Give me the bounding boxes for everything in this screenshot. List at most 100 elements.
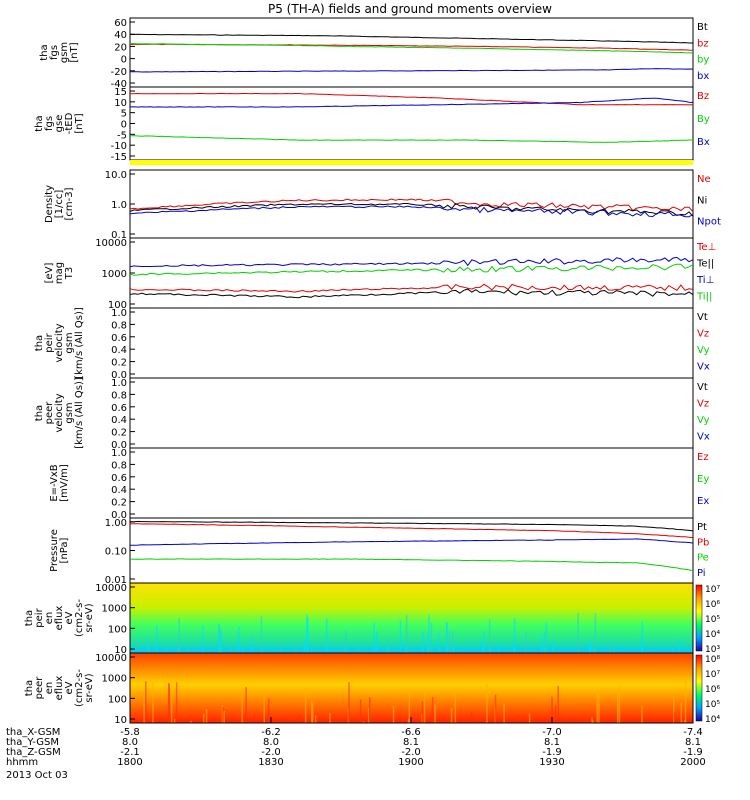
x-axis-value: 2000 bbox=[680, 757, 705, 768]
y-axis-label: tha bbox=[34, 335, 45, 351]
y-axis-label: Density bbox=[44, 185, 55, 223]
spectrogram-streak bbox=[156, 625, 158, 653]
spectrogram-streak bbox=[450, 707, 453, 723]
y-axis-label: en bbox=[44, 682, 55, 695]
spectrogram-streak bbox=[427, 646, 429, 653]
x-axis-value: -6.2 bbox=[261, 727, 281, 738]
colorbar-gradient bbox=[695, 584, 703, 652]
spectrogram-streak bbox=[673, 712, 676, 723]
spectrogram-streak bbox=[178, 618, 180, 653]
series-Te⊥ bbox=[129, 283, 694, 293]
y-tick-label: 10000 bbox=[95, 238, 127, 249]
spectrogram-streak bbox=[243, 714, 245, 723]
y-tick-label: 0.4 bbox=[111, 485, 127, 496]
x-axis-row-label: hhmm bbox=[6, 757, 38, 768]
spectrogram-streak bbox=[311, 703, 314, 723]
y-tick-label: 10000 bbox=[95, 583, 127, 594]
y-axis-label: gsm bbox=[64, 402, 75, 423]
legend-Bt: Bt bbox=[697, 22, 708, 33]
panel-peir_velocity: 1.00.8 0.60.4 0.20.0 tha peir velocity gsm [km/… bbox=[34, 307, 710, 381]
legend-Ez: Ez bbox=[697, 452, 709, 463]
spectrogram-streak bbox=[307, 617, 309, 653]
series-Bt bbox=[129, 33, 693, 44]
x-axis-value: 8.1 bbox=[544, 737, 560, 748]
colorbar-tick-label: 10⁶ bbox=[705, 685, 720, 695]
spectrogram-streak bbox=[596, 689, 598, 723]
spectrogram-streak bbox=[519, 721, 522, 723]
spectrogram-peir_spec bbox=[130, 583, 693, 653]
y-axis-label: -tED bbox=[64, 112, 75, 134]
spectrogram-streak bbox=[421, 701, 424, 723]
y-axis-label: [1/cc] bbox=[54, 190, 65, 219]
spectrogram-streak bbox=[452, 646, 455, 653]
y-tick-label: 0.6 bbox=[111, 403, 127, 414]
colorbar-tick-label: 10⁵ bbox=[705, 615, 720, 625]
spectrogram-streak bbox=[481, 642, 484, 653]
y-tick-label: 20 bbox=[114, 42, 127, 53]
y-tick-label: -20 bbox=[111, 67, 127, 78]
y-axis-label: peir bbox=[34, 607, 45, 627]
spectrogram-streak bbox=[311, 700, 313, 723]
y-tick-label: 1.0 bbox=[111, 308, 127, 319]
legend-Pi: Pi bbox=[697, 568, 706, 579]
y-tick-label: -40 bbox=[111, 79, 127, 90]
y-tick-label: 0.4 bbox=[111, 415, 127, 426]
panel-peer_spec: 10⁸ 10⁷ 10⁶ 10⁵ 10⁴ 10000 1000 100 10 tha peer en ef… bbox=[24, 652, 720, 726]
y-axis-label: sr-eV) bbox=[84, 673, 95, 702]
series-Ti⊥ bbox=[129, 256, 694, 268]
y-axis-label: tha bbox=[24, 680, 35, 696]
y-axis-label: velocity bbox=[54, 393, 65, 432]
legend-By: By bbox=[697, 114, 710, 125]
legend-Te||: Te|| bbox=[696, 259, 714, 270]
spectrogram-streak bbox=[329, 713, 331, 723]
spectrogram-streak bbox=[280, 645, 282, 653]
spectrogram-streak bbox=[589, 642, 592, 653]
y-axis-label: [cm-3] bbox=[64, 187, 75, 220]
spectrogram-streak bbox=[250, 635, 253, 653]
y-axis-label: [eV] bbox=[44, 263, 55, 284]
series-Ne bbox=[129, 198, 694, 213]
spectrogram-streak bbox=[598, 695, 600, 723]
legend-Te⊥: Te⊥ bbox=[696, 242, 716, 253]
legend-Vt: Vt bbox=[697, 312, 708, 323]
spectrogram-streak bbox=[357, 647, 359, 653]
legend-Vx: Vx bbox=[697, 362, 710, 373]
spectrogram-streak bbox=[618, 686, 621, 723]
colorbar-tick-label: 10⁶ bbox=[705, 600, 720, 610]
x-axis-value: -1.9 bbox=[542, 747, 562, 758]
spectrogram-streak bbox=[557, 686, 559, 723]
y-axis-label: (cm2-s- bbox=[74, 599, 85, 637]
y-tick-label: 0.1 bbox=[111, 230, 127, 241]
spectrogram-streak bbox=[148, 641, 151, 653]
y-tick-label: 0.0 bbox=[111, 440, 127, 451]
y-tick-label: 1.0 bbox=[111, 448, 127, 459]
spectrogram-streak bbox=[299, 714, 301, 723]
y-tick-label: 10 bbox=[114, 645, 127, 656]
y-tick-label: 1000 bbox=[102, 604, 127, 615]
x-axis-labels: tha_X-GSM -5.8 -6.2 -6.6 -7.0 -7.4 tha_Y-GSM 8.… bbox=[6, 717, 706, 781]
legend-Ni: Ni bbox=[697, 195, 707, 206]
y-tick-label: 0.2 bbox=[111, 498, 127, 509]
spectrogram-streak bbox=[362, 721, 365, 723]
spectrogram-streak bbox=[498, 644, 500, 653]
y-axis-label: fgs bbox=[49, 45, 60, 60]
y-axis-label: peer bbox=[34, 676, 45, 700]
series-Bx bbox=[129, 97, 694, 108]
spectrogram-streak bbox=[260, 616, 263, 653]
spectrogram-streak bbox=[660, 716, 662, 723]
x-axis-value: 1930 bbox=[539, 757, 564, 768]
colorbar-tick-label: 10³ bbox=[705, 645, 720, 655]
spectrogram-streak bbox=[434, 704, 436, 723]
colorbar-gradient bbox=[695, 654, 703, 722]
legend-Vt: Vt bbox=[697, 382, 708, 393]
panel-frame bbox=[129, 377, 694, 449]
colorbar-tick-label: 10⁷ bbox=[705, 585, 720, 595]
y-axis-label: mag bbox=[54, 262, 65, 284]
spectrogram-streak bbox=[592, 649, 595, 653]
y-tick-label: 0.8 bbox=[111, 390, 127, 401]
spectrogram-streak bbox=[218, 625, 221, 653]
y-axis-label: eV bbox=[64, 681, 75, 694]
panel-frame bbox=[129, 307, 694, 379]
colorbar-tick-label: 10⁵ bbox=[705, 700, 720, 710]
